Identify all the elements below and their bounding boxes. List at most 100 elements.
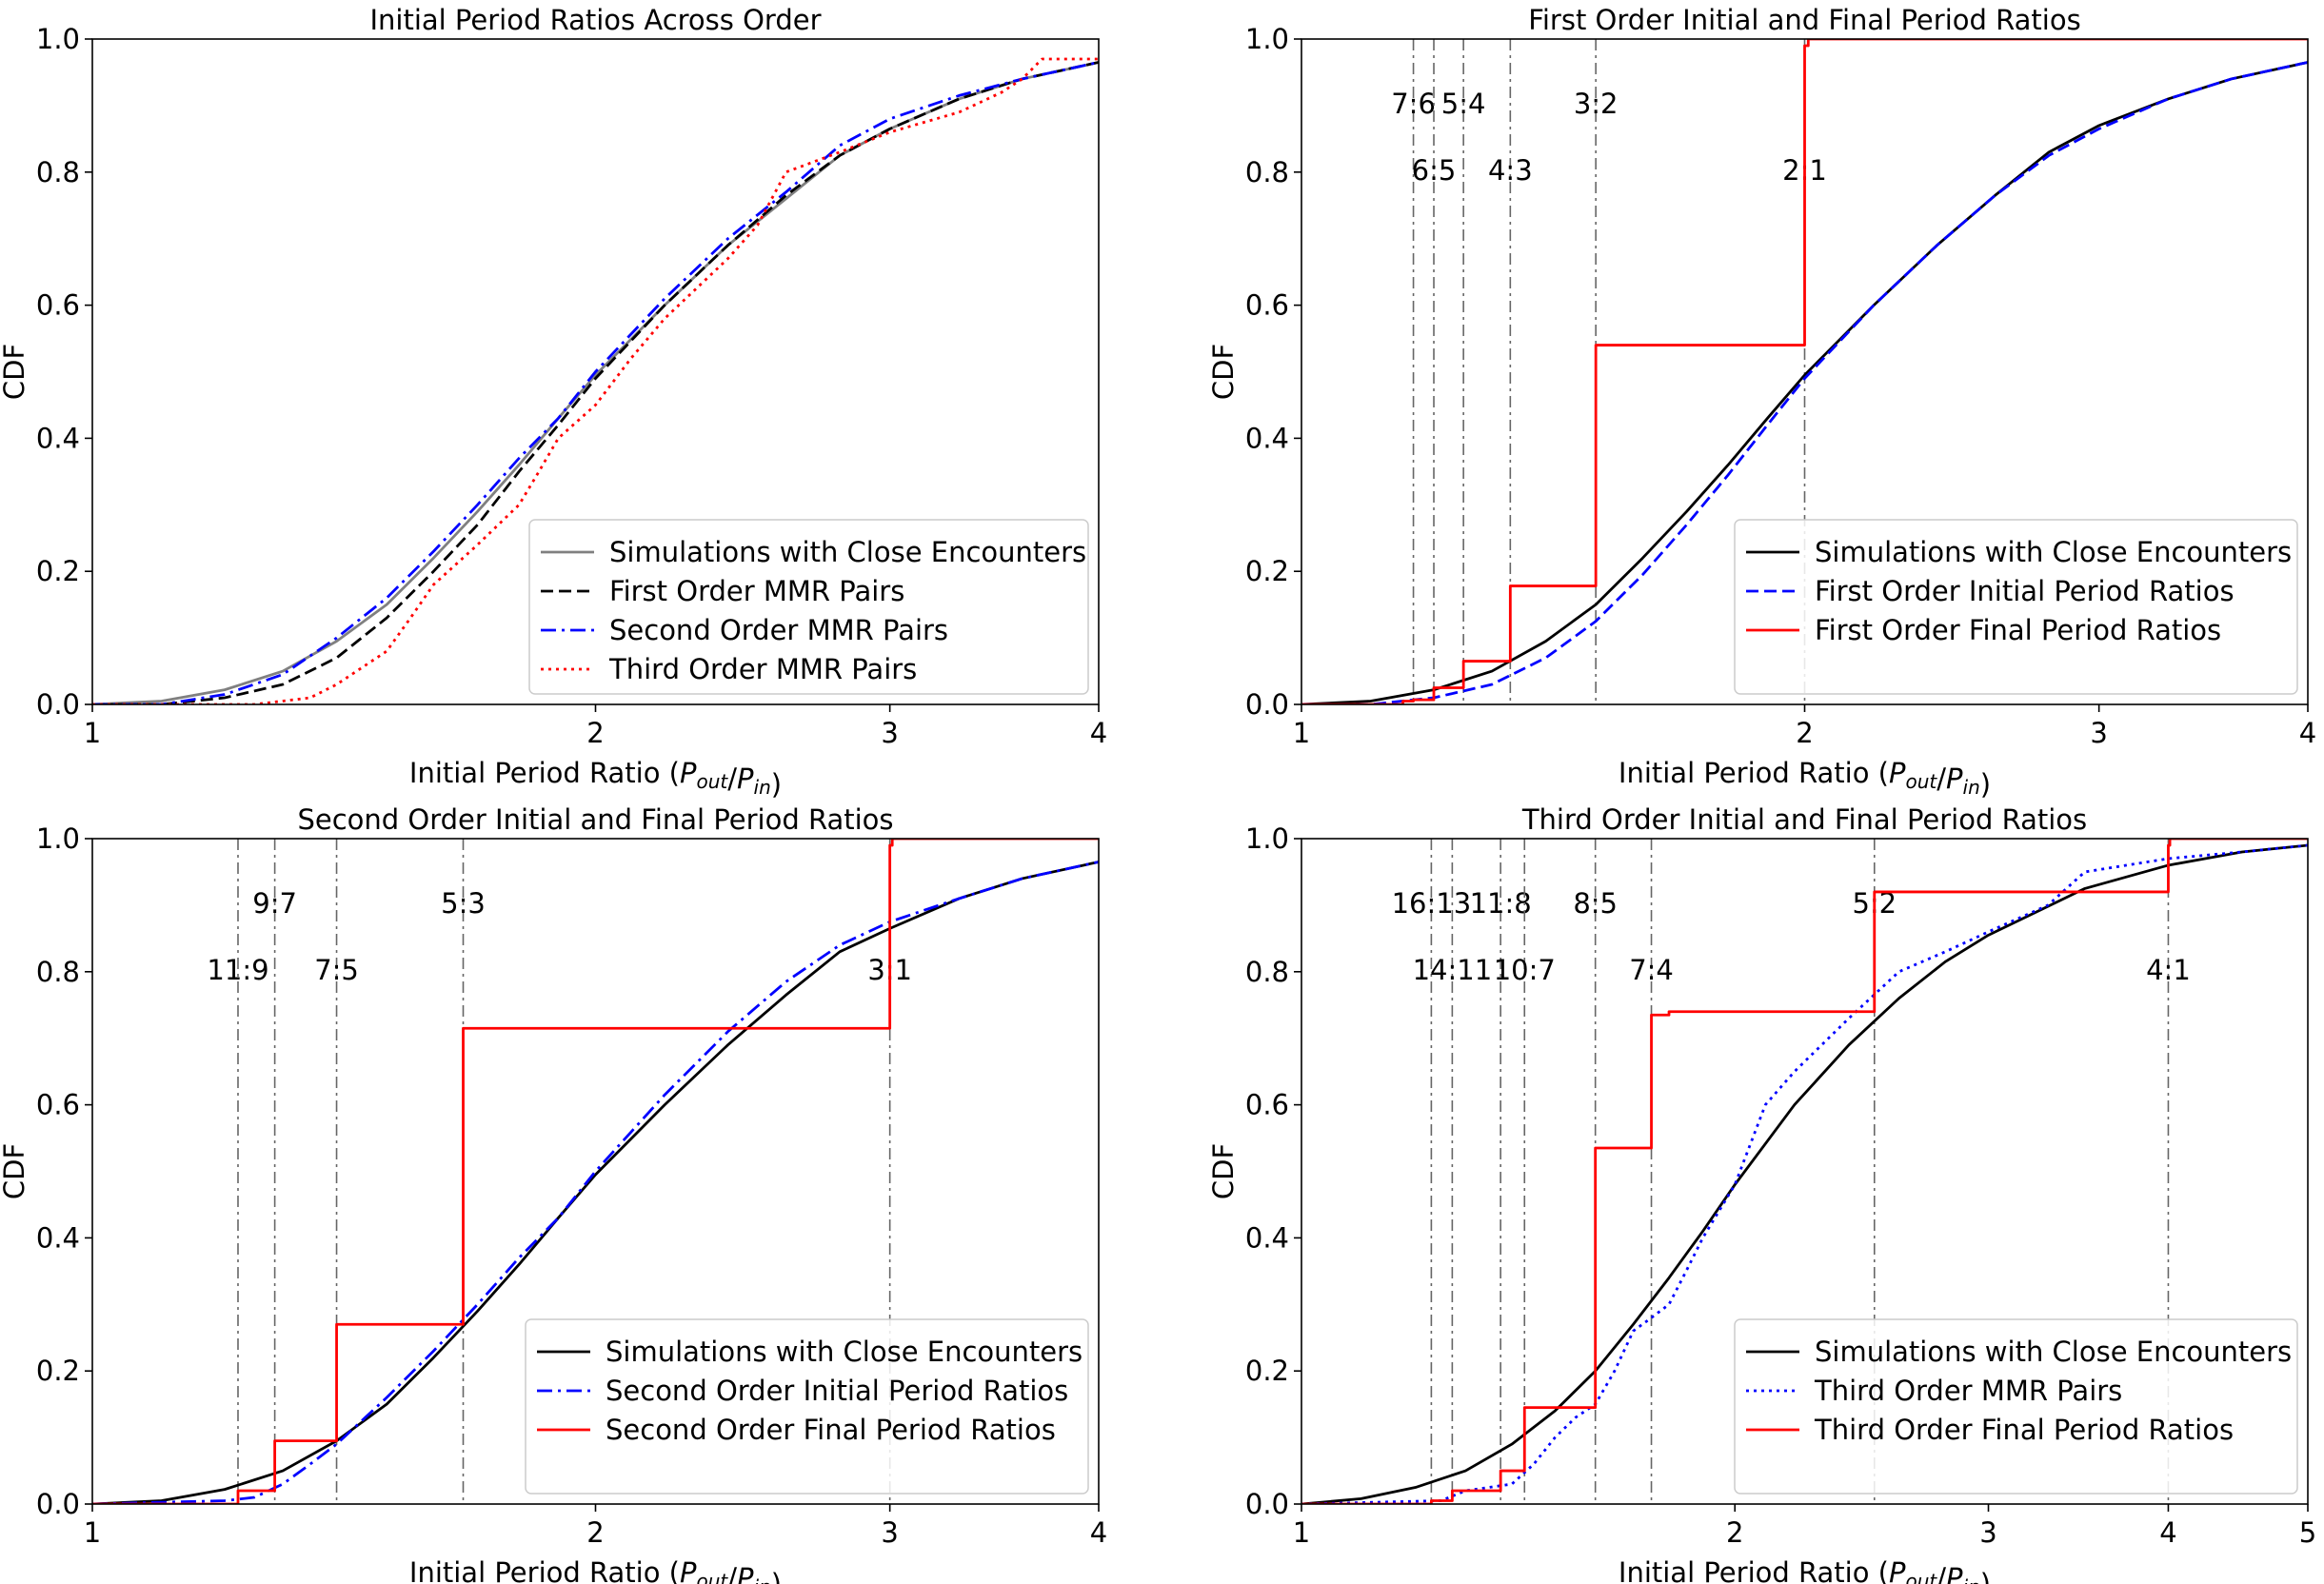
series-third-order-final-period-ratios — [1301, 839, 2308, 1504]
legend: Simulations with Close Encounters First O… — [1734, 519, 2298, 695]
y-tick-label: 0.0 — [1245, 1488, 1289, 1520]
x-tick-label: 1 — [1293, 717, 1310, 749]
y-tick-label: 1.0 — [1245, 23, 1289, 55]
y-tick-label: 0.8 — [36, 956, 80, 988]
resonance-label: 4:1 — [2146, 954, 2191, 986]
legend-label: First Order Initial Period Ratios — [1815, 575, 2235, 607]
y-tick-label: 0.0 — [36, 1488, 80, 1520]
legend-label: First Order MMR Pairs — [609, 575, 904, 607]
chart-second-order-ratios: 11:99:77:55:33:10.00.20.40.60.81.01 2 3 4Se… — [0, 803, 1107, 1584]
legend-label: Simulations with Close Encounters — [609, 536, 1086, 568]
resonance-label: 11:9 — [207, 954, 268, 986]
legend-label: Second Order MMR Pairs — [609, 614, 948, 646]
y-tick-label: 0.8 — [1245, 156, 1289, 188]
y-tick-label: 0.2 — [36, 1355, 80, 1387]
resonance-label: 5:3 — [441, 887, 486, 920]
y-tick-label: 0.6 — [1245, 1089, 1289, 1121]
resonance-label: 11:8 — [1470, 887, 1532, 920]
resonance-label: 14:11 — [1413, 954, 1493, 986]
chart-first-order-ratios: 7:66:55:44:33:22:10.00.20.40.60.81.01 2 3 4… — [1207, 4, 2316, 801]
x-tick-label: 2 — [586, 1516, 604, 1549]
x-tick-label: 5 — [2299, 1516, 2316, 1549]
y-tick-label: 0.4 — [1245, 1221, 1289, 1254]
x-tick-label: 3 — [881, 1516, 898, 1549]
x-tick-label: 2 — [1796, 717, 1813, 749]
y-tick-label: 0.6 — [36, 289, 80, 322]
y-tick-label: 0.0 — [1245, 688, 1289, 721]
legend-box — [525, 1318, 1089, 1495]
series-first-order-final-period-ratios — [1301, 39, 2308, 704]
y-tick-label: 1.0 — [36, 822, 80, 855]
resonance-label: 10:7 — [1494, 954, 1556, 986]
legend: Simulations with Close Encounters First O… — [528, 519, 1089, 695]
legend-label: Simulations with Close Encounters — [1815, 536, 2292, 568]
legend-label: Simulations with Close Encounters — [606, 1336, 1083, 1368]
legend-label: Third Order MMR Pairs — [608, 653, 917, 685]
legend-box — [1734, 1318, 2298, 1495]
y-tick-label: 0.2 — [36, 555, 80, 587]
x-axis-label: Initial Period Ratio (Pout/Pin) — [1619, 757, 1991, 801]
series-simulations-with-close-encounters — [1301, 843, 2308, 1504]
resonance-label: 7:5 — [314, 954, 359, 986]
chart-title: Initial Period Ratios Across Order — [369, 4, 821, 36]
x-axis-label: Initial Period Ratio (Pout/Pin) — [409, 1556, 782, 1584]
x-tick-label: 1 — [84, 717, 101, 749]
legend: Simulations with Close Encounters Second … — [525, 1318, 1089, 1495]
series-second-order-initial-period-ratios — [92, 861, 1099, 1504]
x-tick-label: 1 — [1293, 1516, 1310, 1549]
y-tick-label: 0.6 — [36, 1089, 80, 1121]
resonance-label: 7:4 — [1629, 954, 1674, 986]
y-axis-label: CDF — [1207, 344, 1240, 400]
y-tick-label: 0.4 — [36, 1221, 80, 1254]
y-axis-label: CDF — [1207, 1143, 1240, 1199]
series-first-order-initial-period-ratios — [1301, 61, 2308, 704]
y-tick-label: 0.2 — [1245, 1355, 1289, 1387]
chart-title: Second Order Initial and Final Period Ra… — [297, 803, 893, 836]
y-tick-label: 1.0 — [1245, 822, 1289, 855]
legend-label: Second Order Initial Period Ratios — [606, 1375, 1068, 1407]
y-tick-label: 0.8 — [36, 156, 80, 188]
series-first-order-mmr-pairs — [92, 61, 1099, 704]
series-third-order-mmr-pairs — [1301, 843, 2308, 1504]
legend-box — [528, 519, 1089, 695]
series-simulations-with-close-encounters — [1301, 61, 2308, 704]
plot-frame — [1301, 838, 2309, 1505]
y-tick-label: 0.0 — [36, 688, 80, 721]
legend: Simulations with Close Encounters Third O… — [1734, 1318, 2298, 1495]
x-axis-label: Initial Period Ratio (Pout/Pin) — [409, 757, 782, 801]
series-third-order-mmr-pairs — [92, 57, 1099, 704]
series-second-order-final-period-ratios — [92, 839, 1099, 1504]
legend-label: First Order Final Period Ratios — [1815, 614, 2221, 646]
x-tick-label: 2 — [586, 717, 604, 749]
x-axis-label: Initial Period Ratio (Pout/Pin) — [1619, 1556, 1991, 1584]
y-tick-label: 0.4 — [36, 422, 80, 454]
x-tick-label: 4 — [2299, 717, 2316, 749]
resonance-label: 7:6 — [1391, 88, 1436, 120]
x-tick-label: 2 — [1726, 1516, 1743, 1549]
chart-title: First Order Initial and Final Period Rat… — [1528, 4, 2080, 36]
y-tick-label: 0.4 — [1245, 422, 1289, 454]
resonance-label: 6:5 — [1412, 154, 1457, 187]
resonance-label: 4:3 — [1488, 154, 1533, 187]
resonance-label: 5:4 — [1441, 88, 1486, 120]
x-tick-label: 3 — [2090, 717, 2107, 749]
legend-box — [1734, 519, 2298, 695]
legend-label: Simulations with Close Encounters — [1815, 1336, 2292, 1368]
y-axis-label: CDF — [0, 1143, 30, 1199]
legend-label: Second Order Final Period Ratios — [606, 1414, 1056, 1446]
resonance-label: 8:5 — [1573, 887, 1618, 920]
resonance-label: 16:13 — [1392, 887, 1472, 920]
chart-third-order-ratios: 16:1314:1111:810:78:57:45:24:10.00.20.40… — [1207, 803, 2316, 1584]
chart-initial-period-ratios-across-order: 0.0 0.2 0.4 0.6 0.8 1.0 1 2 3 4 Initial Period Rat… — [0, 4, 1107, 801]
x-tick-label: 4 — [1090, 1516, 1107, 1549]
series-second-order-mmr-pairs — [92, 61, 1099, 704]
y-axis-label: CDF — [0, 344, 30, 400]
x-tick-label: 1 — [84, 1516, 101, 1549]
legend-label: Third Order MMR Pairs — [1814, 1375, 2122, 1407]
chart-title: Third Order Initial and Final Period Rat… — [1521, 803, 2087, 836]
y-tick-label: 0.2 — [1245, 555, 1289, 587]
x-tick-label: 4 — [2159, 1516, 2176, 1549]
y-tick-label: 0.8 — [1245, 956, 1289, 988]
x-tick-label: 3 — [881, 717, 898, 749]
